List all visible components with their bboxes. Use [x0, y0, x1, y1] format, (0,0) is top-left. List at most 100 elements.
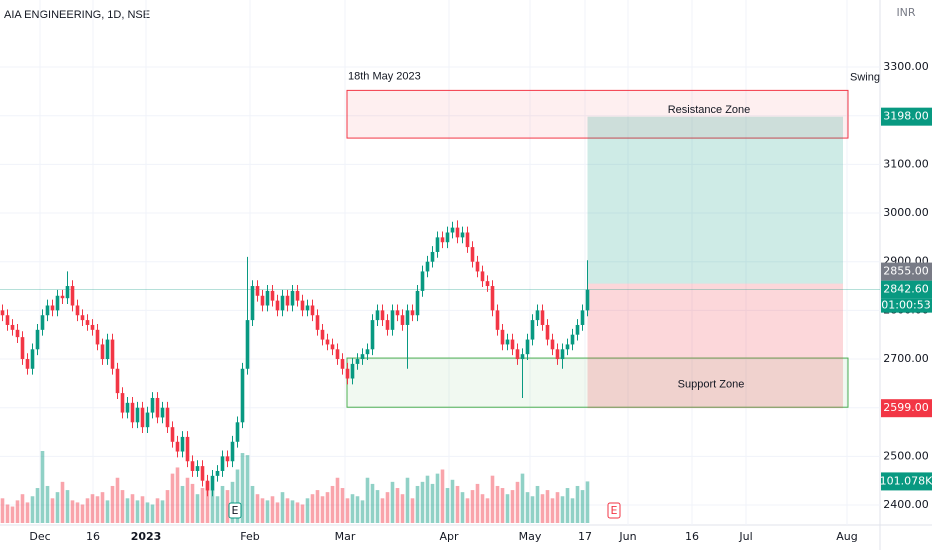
candle-body	[345, 368, 350, 379]
x-tick-label: Dec	[29, 530, 50, 543]
zone-label: Support Zone	[678, 379, 745, 391]
candle-body	[485, 281, 490, 287]
volume-bar	[60, 481, 65, 523]
annotation: Swing	[850, 72, 880, 84]
volume-bar	[575, 485, 580, 523]
x-tick-label: 16	[685, 530, 699, 543]
candle-body	[235, 422, 240, 442]
candle-body	[265, 290, 270, 306]
x-tick-label: Feb	[240, 530, 259, 543]
candle-body	[285, 295, 290, 306]
volume-bar	[170, 473, 175, 523]
volume-bar	[480, 494, 485, 523]
candle-body	[565, 344, 570, 350]
price-badge-label: 2842.60	[883, 283, 929, 296]
candle-body	[170, 427, 175, 442]
candle-body	[505, 339, 510, 345]
volume-bar	[360, 500, 365, 523]
x-tick-label: May	[519, 530, 542, 543]
event-marker	[607, 502, 621, 519]
candle-body	[570, 334, 575, 345]
volume-bar	[50, 498, 55, 523]
volume-bar	[90, 494, 95, 523]
candle-body	[30, 349, 35, 369]
volume-bar	[455, 485, 460, 523]
candle-body	[375, 310, 380, 321]
x-tick-label: Mar	[335, 530, 356, 543]
countdown: 01:00:53	[881, 299, 930, 312]
candle-body	[460, 232, 465, 238]
volume-bar	[95, 496, 100, 523]
candle-body	[465, 232, 470, 248]
candle-body	[230, 441, 235, 462]
candle-body	[250, 286, 255, 321]
candle-body	[310, 305, 315, 316]
candle-body	[320, 329, 325, 340]
candle-body	[365, 349, 370, 355]
candle-body	[450, 227, 455, 233]
volume-bar	[520, 473, 525, 523]
volume-bar	[355, 496, 360, 523]
candle-body	[550, 339, 555, 350]
candle-body	[145, 412, 150, 428]
volume-bar	[470, 490, 475, 523]
annotation: 18th May 2023	[348, 71, 421, 83]
candle-body	[240, 368, 245, 423]
volume-bar	[585, 481, 590, 523]
loss-zone	[587, 283, 843, 409]
volume-bar	[75, 502, 80, 523]
candle-body	[390, 310, 395, 330]
volume-bar	[405, 477, 410, 523]
candle-body	[100, 344, 105, 360]
volume-bar	[375, 490, 380, 523]
volume-bar	[25, 502, 30, 523]
candle-body	[180, 436, 185, 452]
volume-bar	[175, 467, 180, 523]
volume-bar	[525, 492, 530, 523]
volume-bar	[370, 483, 375, 523]
volume-bar	[5, 504, 10, 523]
volume-bar	[340, 488, 345, 523]
candle-body	[400, 315, 405, 325]
volume-bar	[560, 496, 565, 523]
candle-body	[60, 295, 65, 299]
volume-bar	[265, 500, 270, 523]
candle-body	[525, 339, 530, 355]
volume-bar	[205, 481, 210, 523]
volume-bar	[150, 504, 155, 523]
volume-bar	[545, 490, 550, 523]
candle-body	[125, 402, 130, 413]
volume-bar	[385, 492, 390, 523]
volume-bar	[115, 477, 120, 523]
volume-bar	[185, 477, 190, 523]
volume-bar	[320, 496, 325, 523]
candle-body	[295, 290, 300, 301]
volume-bar	[285, 498, 290, 523]
volume-bar	[475, 483, 480, 523]
event-marker	[228, 502, 242, 519]
candle-body	[25, 359, 30, 369]
profit-zone	[587, 116, 843, 284]
price-badge	[881, 262, 932, 281]
candle-body	[140, 407, 145, 428]
volume-bar	[0, 498, 5, 523]
candle-body	[175, 441, 180, 452]
candle-body	[335, 349, 340, 360]
candle-body	[105, 339, 110, 360]
volume-bar	[225, 490, 230, 523]
candle-body	[115, 368, 120, 394]
zone	[346, 357, 849, 408]
candle-body	[470, 247, 475, 262]
candle-body	[165, 407, 170, 428]
candle-body	[155, 397, 160, 418]
candle-body	[5, 315, 10, 325]
candle-body	[355, 359, 360, 364]
volume-bar	[420, 481, 425, 523]
volume-bar	[410, 498, 415, 523]
y-tick-label: 2500.00	[883, 449, 929, 462]
event-label: E	[611, 504, 618, 517]
volume-bar	[350, 494, 355, 523]
zone	[346, 89, 849, 139]
volume-bar	[440, 469, 445, 523]
